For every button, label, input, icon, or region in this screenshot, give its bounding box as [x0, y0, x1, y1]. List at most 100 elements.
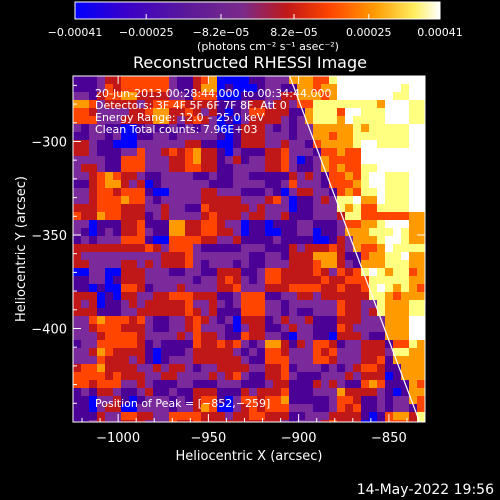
heatmap-cell	[313, 212, 322, 221]
heatmap-cell	[121, 244, 130, 253]
heatmap-cell	[121, 132, 130, 141]
heatmap-cell	[241, 388, 250, 397]
heatmap-cell	[241, 356, 250, 365]
heatmap-cell	[393, 164, 402, 173]
heatmap-cell	[161, 380, 170, 389]
heatmap-cell	[401, 300, 410, 309]
heatmap-cell	[201, 348, 210, 357]
heatmap-cell	[369, 388, 378, 397]
heatmap-cell	[353, 228, 362, 237]
heatmap-cell	[153, 180, 162, 189]
heatmap-cell	[81, 172, 90, 181]
heatmap-cell	[321, 196, 330, 205]
heatmap-cell	[305, 292, 314, 301]
heatmap-cell	[289, 204, 298, 213]
heatmap-cell	[305, 108, 314, 117]
heatmap-cell	[257, 292, 266, 301]
heatmap-cell	[185, 172, 194, 181]
heatmap-cell	[313, 92, 322, 101]
heatmap-cell	[201, 100, 210, 109]
heatmap-cell	[361, 284, 370, 293]
heatmap-cell	[145, 236, 154, 245]
heatmap-cell	[297, 172, 306, 181]
heatmap-cell	[353, 108, 362, 117]
heatmap-cell	[97, 124, 106, 133]
heatmap-cell	[137, 308, 146, 317]
heatmap-cell	[265, 340, 274, 349]
heatmap-cell	[329, 380, 338, 389]
heatmap-cell	[241, 76, 250, 85]
heatmap-cell	[385, 132, 394, 141]
heatmap-cell	[321, 372, 330, 381]
heatmap-cell	[201, 92, 210, 101]
heatmap-cell	[401, 292, 410, 301]
heatmap-cell	[177, 268, 186, 277]
heatmap-cell	[417, 148, 425, 157]
heatmap-cell	[273, 372, 282, 381]
heatmap-cell	[329, 76, 338, 85]
heatmap-cell	[113, 140, 122, 149]
heatmap-cell	[337, 100, 346, 109]
heatmap-cell	[393, 292, 402, 301]
heatmap-cell	[177, 108, 186, 117]
heatmap-cell	[89, 108, 98, 117]
heatmap-cell	[217, 276, 226, 285]
heatmap-cell	[321, 380, 330, 389]
heatmap-cell	[273, 132, 282, 141]
heatmap-cell	[297, 396, 306, 405]
heatmap-cell	[385, 268, 394, 277]
heatmap-cell	[337, 252, 346, 261]
heatmap-cell	[97, 196, 106, 205]
heatmap-cell	[297, 300, 306, 309]
heatmap-cell	[249, 252, 258, 261]
heatmap-cell	[161, 324, 170, 333]
heatmap-cell	[177, 340, 186, 349]
heatmap-cell	[97, 76, 106, 85]
heatmap-cell	[169, 92, 178, 101]
heatmap-cell	[305, 236, 314, 245]
heatmap-cell	[169, 276, 178, 285]
heatmap-cell	[193, 268, 202, 277]
heatmap-cell	[393, 300, 402, 309]
heatmap-cell	[289, 148, 298, 157]
heatmap-cell	[121, 420, 130, 422]
heatmap-cell	[289, 76, 298, 85]
heatmap-cell	[81, 204, 90, 213]
heatmap-cell	[185, 92, 194, 101]
heatmap-cell	[137, 92, 146, 101]
heatmap-cell	[153, 244, 162, 253]
heatmap-cell	[137, 180, 146, 189]
heatmap-cell	[185, 188, 194, 197]
heatmap-cell	[353, 220, 362, 229]
heatmap-cell	[81, 316, 90, 325]
heatmap-cell	[201, 140, 210, 149]
heatmap-cell	[305, 348, 314, 357]
heatmap-cell	[377, 292, 386, 301]
heatmap-cell	[281, 348, 290, 357]
heatmap-cell	[377, 404, 386, 413]
heatmap-cell	[129, 92, 138, 101]
heatmap-cell	[297, 180, 306, 189]
heatmap-cell	[353, 188, 362, 197]
heatmap-cell	[409, 148, 418, 157]
heatmap-cell	[201, 356, 210, 365]
heatmap-cell	[217, 268, 226, 277]
heatmap-cell	[297, 284, 306, 293]
heatmap-cell	[297, 236, 306, 245]
heatmap-cell	[161, 260, 170, 269]
heatmap-cell	[89, 364, 98, 373]
heatmap-cell	[305, 156, 314, 165]
heatmap-cell	[153, 260, 162, 269]
heatmap-cell	[233, 420, 242, 422]
heatmap-cell	[265, 276, 274, 285]
heatmap-cell	[369, 396, 378, 405]
heatmap-cell	[361, 196, 370, 205]
heatmap-cell	[249, 84, 258, 93]
heatmap-cell	[225, 164, 234, 173]
heatmap-cell	[129, 284, 138, 293]
heatmap-cell	[409, 284, 418, 293]
heatmap-cell	[257, 140, 266, 149]
heatmap-cell	[185, 276, 194, 285]
heatmap-cell	[249, 308, 258, 317]
heatmap-cell	[257, 236, 266, 245]
